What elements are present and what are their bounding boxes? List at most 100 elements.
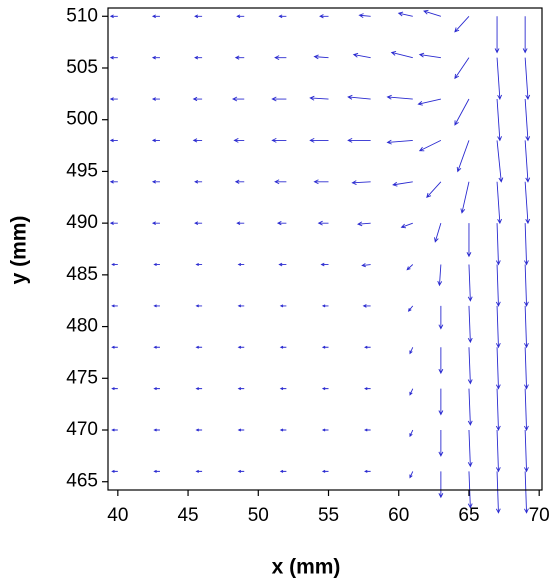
vector-arrow [400,222,413,229]
vector-arrow [111,469,118,473]
vector-arrow [347,137,371,143]
vector-arrow [397,11,413,17]
x-tick-label: 55 [318,505,339,526]
vector-arrow [195,262,203,267]
vector-arrow [278,14,287,19]
vector-arrow [321,345,329,349]
vector-arrow [321,428,329,432]
vector-arrow [407,305,414,312]
vector-arrow [192,138,203,143]
vector-arrow [321,304,329,308]
vector-arrow [279,469,287,473]
vector-arrow [109,14,118,19]
vector-arrow [438,305,444,330]
vector-arrow [364,345,371,349]
vector-arrow [522,16,528,54]
vector-arrow [111,387,118,391]
vector-arrow [406,264,414,271]
vector-arrow [151,14,160,19]
vector-arrow [317,220,329,226]
vector-arrow [195,428,203,432]
vector-arrow [321,469,329,473]
vector-arrow [364,428,371,432]
vector-arrow [153,387,160,391]
vector-arrow [319,14,329,19]
vector-arrow [467,388,473,426]
vector-arrow [234,179,245,184]
vector-arrow [153,345,160,349]
vector-arrow [195,387,203,391]
vector-arrow [495,347,501,390]
vector-arrow [496,181,503,225]
vector-arrow [111,304,118,308]
vector-arrow [194,14,203,19]
x-tick-label: 70 [529,505,550,526]
y-tick-label: 505 [66,57,98,78]
vector-arrow [494,16,500,54]
x-tick-label: 40 [107,505,128,526]
vector-arrow [237,428,245,432]
vector-arrow [237,262,245,267]
x-axis-label: x (mm) [272,556,341,579]
vector-arrow [109,138,118,143]
vector-arrow [524,181,531,225]
vector-arrow [454,98,470,126]
vector-arrow [524,264,529,307]
vector-arrow [194,179,203,184]
vector-arrow [151,179,160,184]
vector-arrow [358,13,371,18]
vector-arrow [111,262,118,267]
vector-arrow [409,429,414,438]
y-tick-label: 490 [66,212,98,233]
vector-arrow [495,388,501,432]
vector-arrow [386,94,413,100]
vector-arrow [195,469,203,473]
vector-arrow [524,347,529,390]
vector-arrow [111,428,118,432]
vector-arrow [438,471,444,499]
vector-arrow [234,55,245,60]
vector-arrow [456,140,470,173]
y-tick-label: 495 [66,160,98,181]
vector-arrow [364,387,371,391]
vector-arrow [417,98,441,106]
vector-arrow [279,345,287,349]
vector-arrow [426,181,442,199]
vector-arrow [271,96,287,102]
vector-arrow [195,345,203,349]
vector-arrow [153,304,160,308]
vector-arrow [153,469,160,473]
vector-arrow [524,388,529,432]
vector-arrow [237,345,245,349]
vector-arrow [524,98,531,142]
x-tick-label: 65 [458,505,479,526]
vector-arrow [237,304,245,308]
vector-arrow [524,429,529,473]
vector-arrow [361,263,371,268]
vector-arrow [320,262,329,267]
vector-arrow [524,140,531,183]
vector-arrow [364,469,371,473]
vector-arrow [438,347,444,375]
vector-arrow [357,221,371,227]
vector-arrow [495,471,501,514]
y-tick-label: 480 [66,316,98,337]
vector-arrow [496,57,503,101]
plot-frame [107,7,543,491]
x-tick-label: 50 [248,505,269,526]
vector-arrow [151,138,160,143]
vector-arrow [495,223,501,266]
vector-arrow [467,305,473,344]
vector-arrow [278,262,287,267]
vector-arrow [109,55,118,60]
vector-arrow [524,223,529,266]
vector-arrow [438,388,444,416]
vector-arrow [313,179,329,185]
vector-arrow [237,387,245,391]
vector-arrow [495,264,501,307]
vector-arrow [309,95,329,101]
y-tick-label: 470 [66,419,98,440]
vector-arrow [454,57,470,80]
vector-arrow [466,223,472,258]
